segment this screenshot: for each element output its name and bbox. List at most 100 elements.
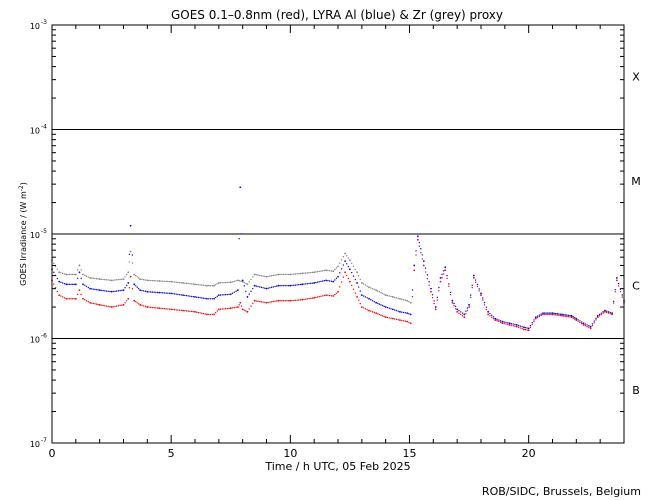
trace-dot-1 [233, 291, 236, 293]
trace-dot-0 [137, 303, 140, 305]
trace-dot-2 [274, 274, 276, 276]
point-0-63 [508, 323, 511, 326]
trace-dot-0 [609, 313, 611, 315]
trace-dot-1 [306, 283, 309, 285]
trace-dot-2 [371, 287, 374, 290]
trace-dot-0 [150, 306, 152, 309]
point-2-30 [301, 272, 304, 275]
point-0-23 [237, 306, 239, 308]
trace-dot-1 [397, 310, 399, 312]
trace-dot-2 [105, 279, 108, 281]
trace-dot-0 [148, 306, 150, 308]
trace-dot-2 [378, 291, 381, 293]
point-0-37 [349, 280, 351, 283]
trace-dot-0 [243, 309, 245, 311]
trace-dot-0 [240, 305, 243, 307]
trace-dot-0 [373, 311, 376, 314]
trace-dot-1 [478, 288, 480, 290]
point-1-30 [289, 284, 292, 287]
trace-dot-1 [184, 294, 186, 297]
trace-dot-2 [151, 279, 154, 282]
trace-dot-1 [580, 321, 583, 323]
trace-dot-1 [240, 233, 243, 235]
trace-dot-2 [109, 279, 111, 281]
trace-dot-1 [547, 312, 549, 314]
trace-dot-0 [310, 297, 312, 300]
trace-dot-1 [564, 314, 566, 316]
trace-dot-0 [471, 286, 473, 289]
trace-dot-2 [393, 296, 396, 299]
trace-dot-0 [235, 306, 237, 309]
trace-dot-1 [598, 313, 601, 316]
data-series-layer [51, 186, 625, 332]
trace-dot-1 [388, 307, 390, 309]
trace-dot-0 [315, 296, 317, 299]
point-1-78 [615, 277, 618, 279]
trace-dot-1 [135, 285, 137, 287]
trace-dot-1 [284, 285, 286, 287]
trace-dot-0 [279, 299, 281, 302]
trace-dot-0 [168, 308, 171, 310]
trace-dot-0 [431, 296, 434, 299]
trace-dot-0 [85, 300, 88, 302]
trace-dot-0 [335, 292, 338, 294]
trace-dot-1 [512, 323, 514, 325]
trace-dot-0 [334, 293, 336, 296]
trace-dot-0 [190, 310, 193, 313]
trace-dot-2 [294, 273, 297, 275]
trace-dot-1 [53, 271, 55, 274]
trace-dot-0 [598, 315, 601, 317]
trace-dot-0 [135, 301, 137, 303]
trace-dot-0 [424, 271, 427, 273]
trace-dot-0 [383, 315, 385, 318]
trace-dot-2 [144, 279, 147, 281]
trace-dot-0 [291, 299, 293, 302]
trace-dot-1 [483, 301, 486, 304]
trace-dot-1 [258, 286, 261, 288]
trace-dot-1 [612, 300, 615, 303]
trace-dot-1 [269, 287, 271, 289]
trace-dot-1 [109, 290, 111, 293]
trace-dot-0 [250, 305, 252, 307]
trace-dot-2 [276, 274, 278, 276]
trace-dot-2 [250, 278, 252, 281]
y-axis-label-prefix: GOES Irradiance / (W m [19, 191, 28, 286]
trace-dot-0 [354, 292, 356, 294]
trace-dot-0 [547, 313, 549, 316]
trace-dot-0 [567, 316, 570, 318]
y-axis-label-suffix: ) [19, 182, 28, 185]
trace-dot-2 [233, 280, 236, 283]
trace-dot-0 [267, 301, 269, 304]
trace-dot-1 [114, 290, 116, 293]
point-2-23 [237, 279, 239, 282]
trace-dot-1 [566, 314, 568, 316]
point-0-16 [170, 308, 173, 311]
y-tick-label-2: 10 [30, 231, 40, 240]
trace-dot-2 [115, 279, 118, 281]
trace-dot-1 [424, 267, 427, 269]
point-1-29 [277, 284, 280, 287]
trace-dot-0 [617, 285, 620, 287]
point-1-41 [375, 301, 378, 304]
point-0-54 [451, 301, 454, 304]
trace-dot-0 [189, 310, 191, 312]
point-1-47 [413, 264, 416, 267]
trace-dot-1 [449, 291, 452, 294]
trace-dot-2 [131, 262, 134, 264]
trace-dot-0 [228, 307, 230, 310]
trace-dot-0 [231, 307, 234, 309]
trace-dot-1 [167, 292, 169, 294]
trace-dot-1 [335, 277, 338, 280]
trace-dot-1 [190, 295, 193, 298]
trace-dot-2 [269, 275, 271, 277]
trace-dot-1 [262, 287, 264, 289]
point-0-20 [213, 313, 215, 316]
trace-dot-0 [531, 323, 533, 326]
trace-dot-2 [298, 272, 300, 275]
trace-dot-1 [531, 322, 533, 324]
trace-dot-0 [454, 308, 457, 310]
point-0-44 [399, 319, 401, 321]
trace-dot-1 [298, 284, 300, 286]
point-2-28 [277, 273, 280, 276]
